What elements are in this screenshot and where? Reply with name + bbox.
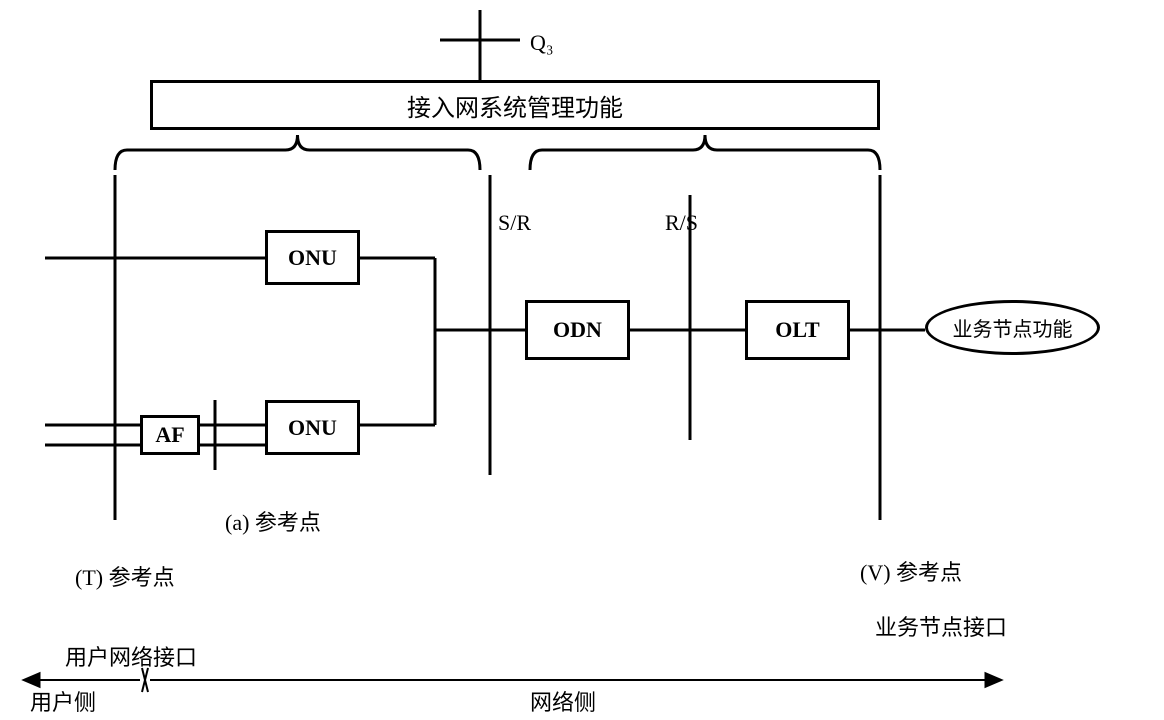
label-user-side: 用户侧	[30, 685, 96, 717]
label-svc-if: 业务节点接口	[875, 610, 1007, 642]
node-onu1: ONU	[265, 230, 360, 285]
node-label-odn: ODN	[553, 317, 602, 343]
label-q3: Q₃	[530, 30, 554, 56]
label-net-side: 网络侧	[530, 685, 596, 717]
node-label-onu2: ONU	[288, 415, 337, 441]
title-box: 接入网系统管理功能	[150, 80, 880, 130]
node-olt: OLT	[745, 300, 850, 360]
node-svc: 业务节点功能	[925, 300, 1100, 355]
label-a-ref-lbl: (a) 参考点	[225, 505, 321, 537]
label-v-ref-lbl: (V) 参考点	[860, 555, 962, 587]
node-label-onu1: ONU	[288, 245, 337, 271]
title-text: 接入网系统管理功能	[407, 88, 623, 123]
node-label-svc: 业务节点功能	[953, 313, 1073, 342]
node-odn: ODN	[525, 300, 630, 360]
label-user-if: 用户网络接口	[65, 640, 197, 672]
node-label-af: AF	[155, 422, 184, 448]
network-diagram: 接入网系统管理功能 ONU ONU AF ODN OLT 业务节点功能 Q₃ S/R R/S (…	[0, 0, 1164, 720]
label-sr: S/R	[498, 210, 531, 236]
label-t-ref-lbl: (T) 参考点	[75, 560, 175, 592]
node-label-olt: OLT	[775, 317, 819, 343]
node-af: AF	[140, 415, 200, 455]
label-rs: R/S	[665, 210, 698, 236]
node-onu2: ONU	[265, 400, 360, 455]
